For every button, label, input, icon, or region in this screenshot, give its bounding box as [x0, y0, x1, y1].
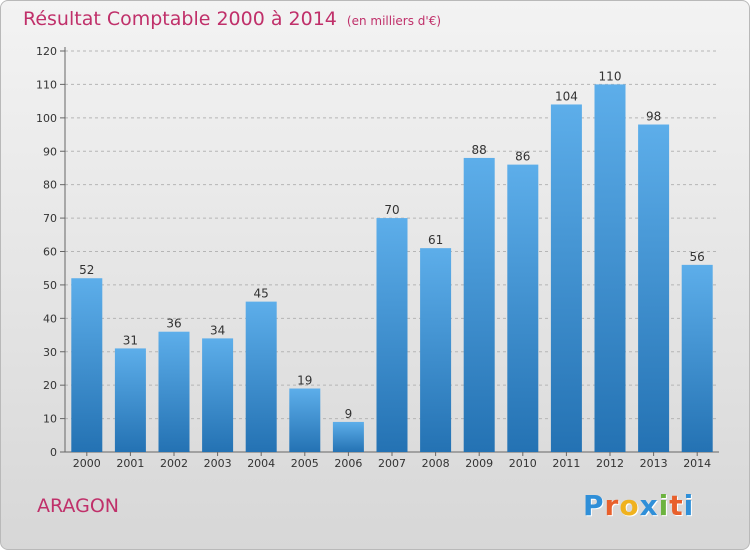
- x-tick-label: 2006: [334, 457, 362, 470]
- bar: [420, 248, 452, 452]
- y-tick-label: 70: [43, 212, 57, 225]
- y-tick-label: 50: [43, 279, 57, 292]
- commune-name: ARAGON: [37, 495, 119, 517]
- bar: [332, 421, 364, 452]
- x-tick-label: 2007: [378, 457, 406, 470]
- data-label: 88: [472, 143, 487, 157]
- x-tick-label: 2008: [422, 457, 450, 470]
- bar: [594, 84, 626, 453]
- data-label: 61: [428, 233, 443, 247]
- x-tick-label: 2010: [509, 457, 537, 470]
- logo-letter: x: [639, 489, 659, 522]
- x-tick-label: 2002: [160, 457, 188, 470]
- data-label: 70: [384, 203, 399, 217]
- bar: [158, 331, 190, 452]
- bar: [289, 388, 321, 452]
- data-label: 104: [555, 89, 578, 103]
- proxiti-logo[interactable]: Proxiti: [583, 489, 694, 522]
- data-label: 86: [515, 150, 530, 164]
- logo-letter: i: [683, 489, 695, 522]
- data-label: 52: [79, 263, 94, 277]
- axes: 0 10 20 30 40 50 60 70 80 90 100 110 120 2000 2001 2002…: [36, 45, 719, 470]
- y-tick-label: 120: [36, 45, 57, 58]
- data-label: 36: [166, 317, 181, 331]
- x-tick-label: 2014: [683, 457, 711, 470]
- x-tick-label: 2013: [640, 457, 668, 470]
- bar: [71, 278, 103, 452]
- y-tick-label: 80: [43, 179, 57, 192]
- bar: [638, 124, 670, 453]
- y-tick-label: 0: [50, 446, 57, 459]
- logo-letter: t: [669, 489, 684, 522]
- x-tick-label: 2004: [247, 457, 275, 470]
- x-tick-label: 2011: [552, 457, 580, 470]
- chart-title-main: Résultat Comptable 2000 à 2014: [23, 8, 337, 30]
- bar: [550, 104, 582, 452]
- data-label: 9: [345, 407, 353, 421]
- logo-letter: P: [583, 489, 605, 522]
- bar: [114, 348, 146, 452]
- data-label: 19: [297, 374, 312, 388]
- x-tick-label: 2001: [116, 457, 144, 470]
- data-label: 34: [210, 323, 225, 337]
- y-tick-label: 90: [43, 145, 57, 158]
- bar: [245, 301, 277, 452]
- data-label: 110: [599, 69, 622, 83]
- x-tick-label: 2003: [204, 457, 232, 470]
- bars: [71, 84, 713, 453]
- bar: [681, 264, 713, 452]
- y-tick-label: 60: [43, 246, 57, 259]
- data-label: 56: [690, 250, 705, 264]
- logo-letter: o: [619, 489, 640, 522]
- bar: [507, 164, 539, 452]
- bar: [463, 157, 495, 452]
- x-tick-label: 2009: [465, 457, 493, 470]
- y-tick-label: 10: [43, 413, 57, 426]
- y-tick-label: 20: [43, 379, 57, 392]
- y-tick-label: 100: [36, 112, 57, 125]
- chart-title: Résultat Comptable 2000 à 2014 (en millie…: [23, 8, 441, 30]
- logo-letter: r: [604, 489, 620, 522]
- data-label: 98: [646, 110, 661, 124]
- bar: [376, 218, 408, 452]
- x-tick-label: 2000: [73, 457, 101, 470]
- data-label: 45: [254, 287, 269, 301]
- bar: [202, 338, 234, 452]
- chart-subtitle: (en milliers d'€): [346, 14, 442, 28]
- y-tick-label: 40: [43, 312, 57, 325]
- data-labels: 52 31 36 34 45 19 9 70 61 88 86 104 110 98 56: [79, 69, 705, 421]
- y-tick-label: 30: [43, 346, 57, 359]
- x-tick-label: 2012: [596, 457, 624, 470]
- data-label: 31: [123, 333, 138, 347]
- logo-letter: i: [658, 489, 670, 522]
- y-tick-label: 110: [36, 78, 57, 91]
- x-tick-label: 2005: [291, 457, 319, 470]
